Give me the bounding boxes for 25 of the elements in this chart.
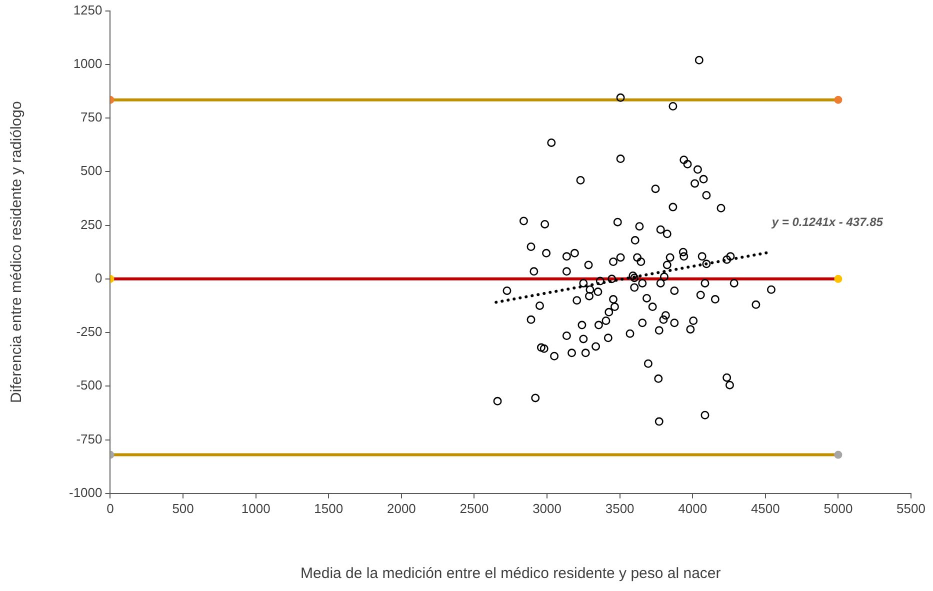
y-tick-label: -1000	[69, 484, 102, 500]
x-tick-label: 2500	[460, 500, 489, 516]
x-tick-label: 1500	[314, 500, 344, 516]
y-tick-label: 750	[80, 110, 102, 125]
x-tick-label: 4500	[750, 500, 780, 516]
x-tick-label: 5500	[896, 500, 926, 516]
x-tick-label: 500	[172, 500, 194, 516]
annotation: y = 0.1241x - 437.85	[770, 215, 884, 230]
x-tick-label: 5000	[824, 500, 853, 516]
y-tick-label: -250	[76, 324, 102, 340]
y-tick-label: 500	[80, 163, 102, 178]
x-tick-label: 3500	[605, 500, 634, 516]
y-tick-label: 0	[95, 270, 102, 286]
y-tick-label: -500	[76, 378, 102, 393]
x-axis-title: Media de la medición entre el médico residente y peso al nacer	[300, 565, 721, 582]
x-tick-label: 2000	[386, 500, 416, 516]
x-tick-label: 1000	[241, 500, 270, 516]
x-tick-label: 3000	[532, 500, 562, 516]
y-tick-label: 250	[80, 216, 102, 232]
y-tick-label: 1000	[73, 56, 102, 71]
y-axis-title: Diferencia entre médico residente y radiólogo	[8, 101, 26, 404]
y-tick-label: 1250	[73, 2, 102, 18]
x-tick-label: 0	[106, 500, 114, 516]
y-tick-label: -750	[76, 431, 102, 446]
x-tick-label: 4000	[678, 500, 708, 516]
